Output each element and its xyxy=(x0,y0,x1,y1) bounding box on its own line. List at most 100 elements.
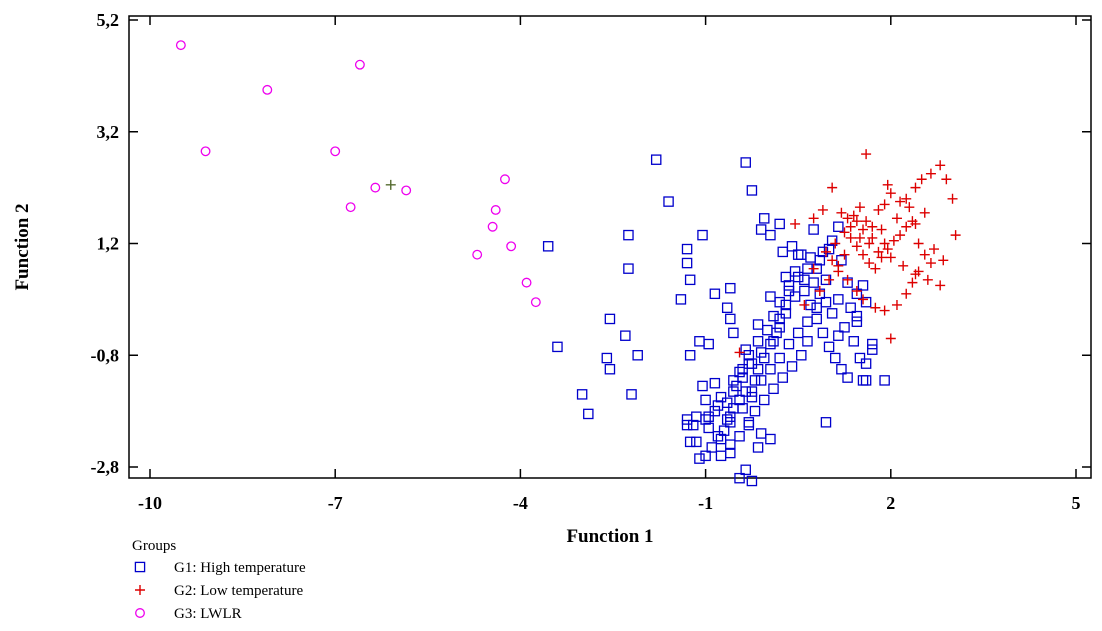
data-point xyxy=(774,218,785,230)
data-point xyxy=(401,185,412,196)
data-point xyxy=(768,383,779,395)
data-point xyxy=(490,205,501,215)
data-point xyxy=(765,229,776,241)
data-point xyxy=(811,313,822,325)
data-point xyxy=(743,419,755,431)
data-point xyxy=(851,285,862,296)
data-point xyxy=(774,313,785,325)
data-point xyxy=(632,349,643,361)
x-tick-label: -4 xyxy=(513,493,528,513)
data-point xyxy=(703,422,714,434)
data-point xyxy=(703,338,714,350)
data-point xyxy=(873,246,884,257)
data-point xyxy=(725,417,736,428)
data-point xyxy=(709,288,721,300)
data-point xyxy=(737,372,748,383)
data-point xyxy=(774,296,785,308)
data-point xyxy=(817,327,829,339)
data-point xyxy=(941,174,952,185)
data-point xyxy=(885,252,896,263)
data-point xyxy=(786,361,798,372)
legend-label: G2: Low temperature xyxy=(174,583,303,599)
data-point xyxy=(663,196,674,207)
data-point xyxy=(826,235,838,246)
data-point xyxy=(758,352,770,364)
data-point xyxy=(370,182,381,193)
data-point xyxy=(715,450,727,462)
data-point xyxy=(858,294,869,305)
data-point xyxy=(743,417,755,428)
data-point xyxy=(740,464,751,476)
data-point xyxy=(728,386,739,397)
data-point xyxy=(552,341,563,353)
y-axis-title: Function 2 xyxy=(12,203,33,290)
data-point xyxy=(777,246,789,258)
data-point xyxy=(542,241,554,252)
data-point xyxy=(262,84,273,95)
data-point xyxy=(740,386,751,397)
data-points xyxy=(175,40,961,487)
data-point xyxy=(826,308,838,319)
data-point xyxy=(833,260,844,271)
data-point xyxy=(876,224,887,235)
data-point xyxy=(774,352,785,364)
data-point xyxy=(385,179,396,190)
data-point xyxy=(506,241,517,252)
data-point xyxy=(842,274,853,285)
data-point xyxy=(768,336,779,347)
data-point xyxy=(780,308,792,319)
data-point xyxy=(842,213,853,224)
data-point xyxy=(780,271,792,283)
data-point xyxy=(848,210,859,221)
data-point xyxy=(879,375,890,386)
data-point xyxy=(799,274,810,286)
data-point xyxy=(919,207,930,218)
data-point xyxy=(694,453,705,464)
data-point xyxy=(752,442,764,453)
data-point xyxy=(864,238,875,249)
y-axis: -2,8 -0,8 1,2 3,2 5,2 xyxy=(91,10,1091,477)
data-point xyxy=(731,380,742,392)
data-point xyxy=(765,338,776,350)
data-point xyxy=(530,297,541,308)
data-point xyxy=(354,59,365,70)
x-axis-title: Function 1 xyxy=(566,526,653,547)
series-2 xyxy=(734,149,961,358)
data-point xyxy=(737,363,748,375)
data-point xyxy=(601,352,613,364)
data-point xyxy=(743,349,755,361)
data-point xyxy=(487,221,498,232)
data-point xyxy=(814,285,825,296)
data-point xyxy=(867,221,878,232)
data-point xyxy=(895,196,906,207)
data-point xyxy=(752,363,764,375)
data-point xyxy=(755,375,767,386)
data-point xyxy=(675,294,687,305)
data-point xyxy=(734,366,745,378)
y-tick-label: 1,2 xyxy=(97,234,120,254)
data-point xyxy=(715,433,727,445)
data-point xyxy=(925,168,936,179)
data-point xyxy=(681,243,693,255)
data-point xyxy=(879,305,890,316)
legend-marker xyxy=(134,561,146,573)
data-point xyxy=(709,377,721,389)
data-point xyxy=(623,263,634,274)
data-point xyxy=(824,274,835,285)
data-point xyxy=(758,213,770,224)
plot-frame xyxy=(128,15,1092,479)
data-point xyxy=(688,419,699,431)
legend-title: Groups xyxy=(132,538,176,554)
data-point xyxy=(854,202,865,213)
data-point xyxy=(700,450,711,462)
data-point xyxy=(721,302,733,314)
data-point xyxy=(200,146,211,157)
data-point xyxy=(910,218,921,229)
data-point xyxy=(882,244,893,255)
data-point xyxy=(796,249,807,260)
data-point xyxy=(851,310,863,322)
data-point xyxy=(839,322,850,333)
data-point xyxy=(935,160,946,171)
data-point xyxy=(938,255,949,266)
